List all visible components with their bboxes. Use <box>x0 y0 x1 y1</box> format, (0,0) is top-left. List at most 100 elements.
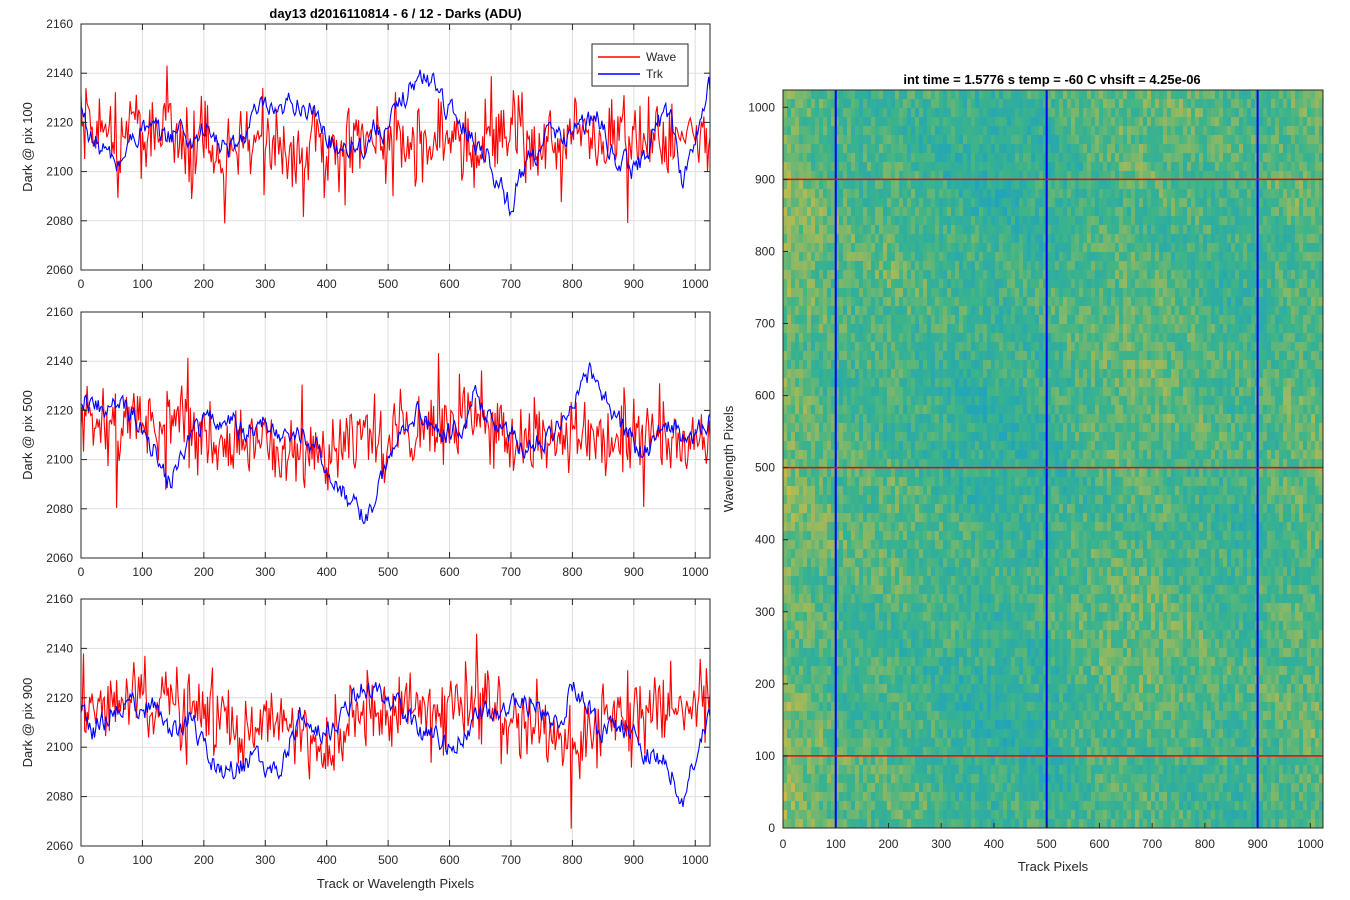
heatmap-cell <box>999 396 1004 406</box>
heatmap-cell <box>847 162 852 172</box>
heatmap-cell <box>979 567 984 577</box>
heatmap-cell <box>907 252 912 262</box>
heatmap-cell <box>783 324 788 334</box>
heatmap-cell <box>891 360 896 370</box>
heatmap-cell <box>807 675 812 685</box>
heatmap-cell <box>967 360 972 370</box>
heatmap-cell <box>835 126 840 136</box>
heatmap-cell <box>907 702 912 712</box>
heatmap-cell <box>843 558 848 568</box>
heatmap-cell <box>823 702 828 712</box>
heatmap-cell <box>999 234 1004 244</box>
heatmap-cell <box>923 423 928 433</box>
heatmap-cell <box>935 693 940 703</box>
heatmap-cell <box>831 639 836 649</box>
heatmap-cell <box>919 108 924 118</box>
heatmap-cell <box>879 216 884 226</box>
heatmap-cell <box>935 279 940 289</box>
heatmap-cell <box>907 783 912 793</box>
heatmap-cell <box>959 630 964 640</box>
heatmap-cell <box>963 297 968 307</box>
heatmap-cell <box>903 720 908 730</box>
heatmap-cell <box>863 558 868 568</box>
heatmap-cell <box>971 522 976 532</box>
heatmap-cell <box>963 387 968 397</box>
heatmap-cell <box>819 189 824 199</box>
heatmap-cell <box>887 495 892 505</box>
heatmap-cell <box>791 774 796 784</box>
heatmap-cell <box>835 189 840 199</box>
heatmap-cell <box>839 297 844 307</box>
heatmap-cell <box>1011 270 1016 280</box>
heatmap-cell <box>951 729 956 739</box>
heatmap-cell <box>963 288 968 298</box>
heatmap-cell <box>795 387 800 397</box>
heatmap-cell <box>851 387 856 397</box>
heatmap-cell <box>947 252 952 262</box>
heatmap-cell <box>863 288 868 298</box>
heatmap-cell <box>867 594 872 604</box>
heatmap-cell <box>879 675 884 685</box>
heatmap-cell <box>831 531 836 541</box>
heatmap-cell <box>979 396 984 406</box>
heatmap-cell <box>891 477 896 487</box>
heatmap-cell <box>999 171 1004 181</box>
heatmap-cell <box>919 495 924 505</box>
heatmap-cell <box>1007 486 1012 496</box>
heatmap-cell <box>967 684 972 694</box>
heatmap-cell <box>783 513 788 523</box>
heatmap-cell <box>879 234 884 244</box>
heatmap-cell <box>911 198 916 208</box>
heatmap-cell <box>995 558 1000 568</box>
heatmap-cell <box>967 378 972 388</box>
heatmap-cell <box>867 468 872 478</box>
heatmap-cell <box>943 621 948 631</box>
heatmap-cell <box>847 675 852 685</box>
heatmap-cell <box>799 756 804 766</box>
heatmap-cell <box>939 117 944 127</box>
heatmap-cell <box>891 747 896 757</box>
heatmap-cell <box>823 252 828 262</box>
heatmap-cell <box>999 189 1004 199</box>
heatmap-cell <box>859 378 864 388</box>
heatmap-cell <box>979 450 984 460</box>
heatmap-cell <box>927 765 932 775</box>
heatmap-cell <box>979 774 984 784</box>
heatmap-cell <box>975 180 980 190</box>
heatmap-cell <box>795 144 800 154</box>
heatmap-cell <box>903 783 908 793</box>
heatmap-cell <box>903 252 908 262</box>
heatmap-cell <box>891 630 896 640</box>
heatmap-cell <box>791 621 796 631</box>
heatmap-cell <box>827 756 832 766</box>
heatmap-cell <box>959 747 964 757</box>
heatmap-cell <box>871 252 876 262</box>
heatmap-cell <box>887 333 892 343</box>
heatmap-cell <box>875 261 880 271</box>
heatmap-cell <box>827 765 832 775</box>
heatmap-cell <box>947 441 952 451</box>
heatmap-cell <box>807 513 812 523</box>
heatmap-cell <box>923 603 928 613</box>
heatmap-cell <box>943 585 948 595</box>
heatmap-cell <box>891 234 896 244</box>
heatmap-cell <box>831 225 836 235</box>
heatmap-cell <box>823 144 828 154</box>
heatmap-cell <box>823 351 828 361</box>
heatmap-cell <box>791 342 796 352</box>
heatmap-cell <box>1011 657 1016 667</box>
heatmap-cell <box>967 261 972 271</box>
heatmap-cell <box>835 333 840 343</box>
heatmap-cell <box>867 189 872 199</box>
heatmap-cell <box>843 378 848 388</box>
heatmap-cell <box>963 441 968 451</box>
heatmap-cell <box>999 207 1004 217</box>
heatmap-cell <box>887 576 892 586</box>
heatmap-cell <box>971 207 976 217</box>
heatmap-cell <box>907 792 912 802</box>
heatmap-cell <box>851 324 856 334</box>
heatmap-cell <box>939 522 944 532</box>
heatmap-cell <box>891 657 896 667</box>
heatmap-cell <box>983 738 988 748</box>
heatmap-cell <box>1003 108 1008 118</box>
